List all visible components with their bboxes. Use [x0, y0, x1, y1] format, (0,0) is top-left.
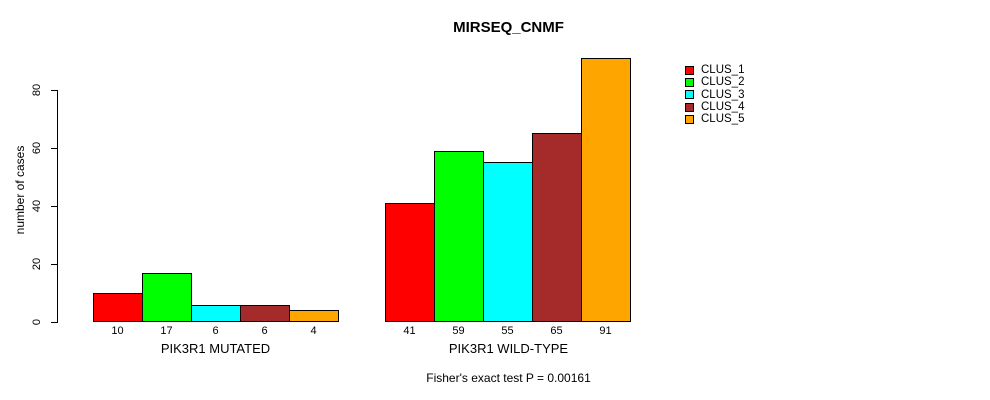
chart-title: MIRSEQ_CNMF [453, 19, 564, 36]
y-axis-tick [51, 321, 57, 323]
legend-item-clus_3: CLUS_3 [685, 89, 744, 101]
bar-clus_3-pik3r1-wild-type [483, 162, 533, 322]
legend-label: CLUS_5 [701, 113, 745, 126]
y-axis-tick-label: 20 [31, 257, 43, 271]
legend-item-clus_5: CLUS_5 [685, 113, 744, 125]
y-axis-tick [51, 89, 57, 91]
bar-clus_1-pik3r1-wild-type [385, 203, 435, 322]
bar-clus_5-pik3r1-mutated [289, 310, 339, 322]
bar-value-label: 6 [212, 325, 219, 337]
bar-value-label: 41 [403, 325, 416, 337]
group-label-pik3r1-mutated: PIK3R1 MUTATED [160, 341, 271, 356]
y-axis-tick-label: 0 [31, 318, 43, 326]
legend-swatch [685, 65, 694, 75]
bar-value-label: 10 [111, 325, 124, 337]
y-axis-tick [51, 147, 57, 149]
legend-swatch [685, 114, 694, 124]
y-axis-label: number of cases [13, 145, 27, 235]
legend-swatch [685, 77, 694, 87]
bar-clus_1-pik3r1-mutated [93, 293, 143, 322]
y-axis-tick-label: 80 [31, 83, 43, 97]
legend-label: CLUS_4 [701, 101, 745, 114]
y-axis-line [57, 90, 58, 323]
bar-value-label: 59 [452, 325, 465, 337]
y-axis-tick [51, 205, 57, 207]
bar-value-label: 6 [261, 325, 268, 337]
legend-label: CLUS_2 [701, 76, 745, 89]
bar-clus_2-pik3r1-wild-type [434, 151, 484, 322]
legend: CLUS_1 CLUS_2 CLUS_3 CLUS_4 CLUS_5 [685, 64, 744, 125]
bar-clus_3-pik3r1-mutated [191, 305, 241, 322]
legend-label: CLUS_3 [701, 88, 745, 101]
bar-clus_4-pik3r1-mutated [240, 305, 290, 322]
legend-label: CLUS_1 [701, 64, 745, 77]
legend-item-clus_2: CLUS_2 [685, 76, 744, 88]
bar-value-label: 91 [599, 325, 612, 337]
y-axis-tick-label: 40 [31, 199, 43, 213]
bar-value-label: 17 [160, 325, 173, 337]
bar-value-label: 55 [501, 325, 514, 337]
y-axis-tick-label: 60 [31, 141, 43, 155]
bar-clus_4-pik3r1-wild-type [532, 133, 582, 322]
bar-value-label: 65 [550, 325, 563, 337]
legend-swatch [685, 90, 694, 100]
legend-item-clus_1: CLUS_1 [685, 64, 744, 76]
bar-value-label: 4 [310, 325, 317, 337]
bar-clus_5-pik3r1-wild-type [581, 58, 631, 322]
y-axis-tick [51, 263, 57, 265]
bar-clus_2-pik3r1-mutated [142, 273, 192, 322]
legend-swatch [685, 102, 694, 112]
group-label-pik3r1-wild-type: PIK3R1 WILD-TYPE [448, 341, 569, 356]
fisher-test-caption: Fisher's exact test P = 0.00161 [426, 371, 591, 385]
legend-item-clus_4: CLUS_4 [685, 101, 744, 113]
